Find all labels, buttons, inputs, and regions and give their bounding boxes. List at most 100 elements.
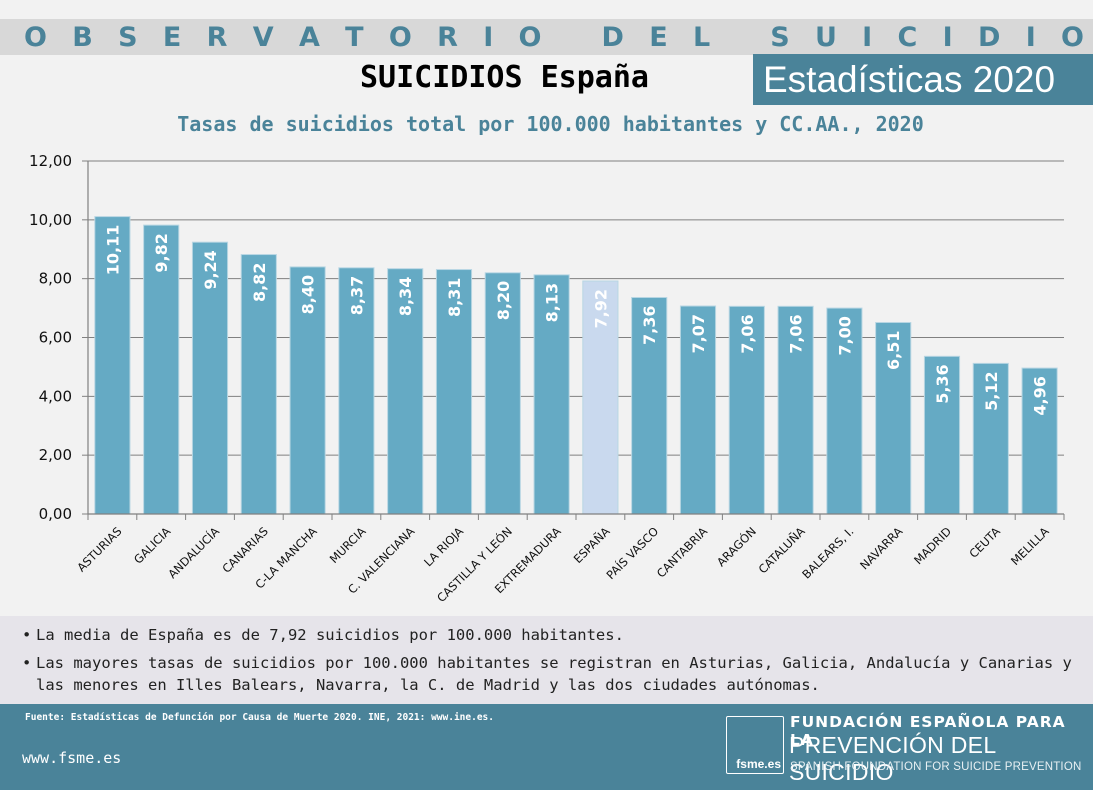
- data-label: 7,00: [835, 316, 854, 355]
- y-tick-label: 10,00: [29, 211, 72, 229]
- y-tick-label: 8,00: [39, 270, 72, 288]
- data-label: 7,92: [591, 289, 610, 328]
- title-letter: D: [601, 21, 624, 53]
- y-tick-label: 2,00: [39, 446, 72, 464]
- data-label: 7,06: [738, 314, 757, 353]
- y-axis-ticks: 0,00 2,00 4,00 6,00 8,00 10,00 12,00: [29, 152, 72, 523]
- bar: [728, 305, 765, 515]
- y-tick-label: 6,00: [39, 329, 72, 347]
- data-label: 4,96: [1031, 376, 1050, 415]
- bar: [582, 280, 619, 515]
- org-name-english: SPANISH FOUNDATION FOR SUICIDE PREVENTIO…: [790, 761, 1082, 773]
- x-tick-label: ARAGÓN: [713, 524, 759, 570]
- gridlines: [82, 160, 1064, 515]
- chart-title: Tasas de suicidios total por 100.000 hab…: [177, 112, 924, 136]
- bar: [875, 321, 912, 515]
- org-name-line1: FUNDACIÓN ESPAÑOLA PARA LA: [790, 713, 1066, 749]
- title-letter: A: [298, 21, 320, 53]
- title-letter: I: [483, 21, 494, 53]
- x-tick-label: LA RIOJA: [421, 524, 466, 569]
- title-letter: R: [437, 21, 458, 53]
- bar: [923, 355, 961, 515]
- title-letter: T: [345, 21, 364, 53]
- x-tick-label: MADRID: [911, 524, 954, 567]
- note-text: La media de España es de 7,92 suicidios …: [36, 626, 624, 644]
- data-label: 10,11: [103, 225, 122, 276]
- title-letter: C: [897, 21, 918, 53]
- bar: [484, 272, 521, 515]
- data-label: 5,36: [933, 364, 952, 403]
- y-tick-label: 4,00: [39, 387, 72, 405]
- title-letter: D: [977, 21, 1001, 53]
- note-item: • La media de España es de 7,92 suicidio…: [22, 624, 1093, 646]
- x-tick-label: ESPAÑA: [570, 523, 613, 566]
- title-letter: S: [118, 21, 138, 53]
- data-label: 9,82: [152, 233, 171, 272]
- x-tick-label: CANTABRIA: [654, 524, 710, 580]
- data-label: 8,37: [347, 276, 366, 315]
- title-letter: I: [1025, 21, 1036, 53]
- stats-badge: Estadísticas 2020: [753, 54, 1093, 105]
- title-letter: R: [206, 21, 228, 53]
- x-tick-label: ANDALUCÍA: [164, 523, 222, 581]
- title-letter: E: [649, 21, 668, 53]
- note-item: • Las mayores tasas de suicidios por 100…: [22, 652, 1093, 696]
- title-letter: S: [770, 21, 790, 53]
- title-letter: E: [162, 21, 182, 53]
- bullet: •: [22, 654, 32, 672]
- title-letter: O: [388, 21, 412, 53]
- website-link[interactable]: www.fsme.es: [22, 749, 122, 767]
- data-label: 8,40: [299, 275, 318, 314]
- source-citation: Fuente: Estadísticas de Defunción por Ca…: [25, 712, 494, 723]
- title-gap: [735, 22, 744, 53]
- y-tick-label: 0,00: [39, 505, 72, 523]
- title-letter: I: [862, 21, 873, 53]
- subheading: SUICIDIOS España: [360, 60, 649, 95]
- bar: [94, 216, 131, 515]
- note-text: Las mayores tasas de suicidios por 100.0…: [36, 654, 1072, 694]
- title-letter: L: [692, 21, 711, 53]
- bar: [387, 268, 424, 515]
- stats-label: Estadísticas 2020: [763, 58, 1056, 100]
- bar: [679, 305, 717, 515]
- x-tick-label: PAÍS VASCO: [603, 524, 662, 583]
- x-tick-label: MURCIA: [327, 524, 369, 566]
- data-label: 9,24: [201, 250, 220, 289]
- bar: [191, 241, 229, 515]
- axes: [87, 161, 1065, 520]
- title-letter: U: [814, 21, 837, 53]
- bar: [1021, 367, 1058, 515]
- data-label: 8,82: [250, 263, 269, 302]
- data-label: 5,12: [982, 371, 1001, 410]
- title-letter: O: [518, 21, 542, 53]
- data-label: 7,07: [689, 314, 708, 353]
- title-gap: [567, 22, 576, 53]
- bullet: •: [22, 626, 32, 644]
- bar: [289, 266, 326, 515]
- fsme-logo: fsme.es: [726, 716, 784, 774]
- footer: Fuente: Estadísticas de Defunción por Ca…: [0, 704, 1093, 790]
- data-label: 7,06: [787, 314, 806, 353]
- title-letter: I: [942, 21, 953, 53]
- bar: [826, 307, 863, 515]
- x-tick-label: BALEARS, I.: [799, 524, 856, 581]
- x-tick-label: CEUTA: [966, 524, 1003, 561]
- x-tick-label: ASTURIAS: [74, 524, 124, 574]
- x-tick-label: CATALUÑA: [755, 523, 808, 576]
- x-tick-label: MELILLA: [1008, 524, 1052, 568]
- x-tick-label: NAVARRA: [857, 524, 905, 572]
- data-label: 8,13: [543, 283, 562, 322]
- bar: [972, 362, 1009, 515]
- title-letter: O: [24, 21, 47, 53]
- notes-panel: • La media de España es de 7,92 suicidio…: [0, 616, 1093, 704]
- title-letter: B: [72, 21, 93, 53]
- data-label: 6,51: [884, 330, 903, 369]
- data-label: 8,20: [494, 281, 513, 320]
- title-letter: O: [1061, 21, 1084, 53]
- y-tick-label: 12,00: [29, 152, 72, 170]
- data-label: 7,36: [640, 305, 659, 344]
- bar: [435, 269, 473, 515]
